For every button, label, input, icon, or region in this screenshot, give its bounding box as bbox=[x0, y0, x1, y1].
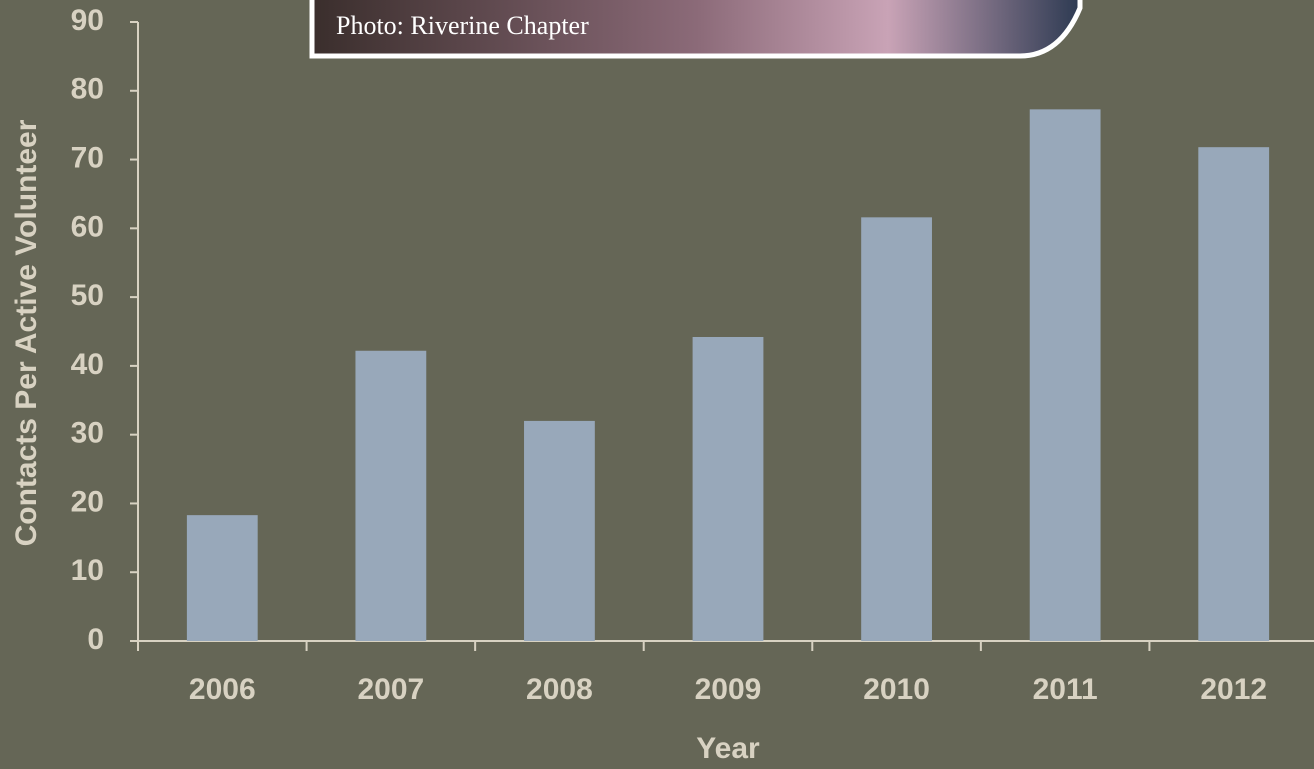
y-tick-label: 10 bbox=[71, 554, 104, 587]
bar bbox=[1029, 109, 1101, 641]
bar bbox=[692, 337, 764, 641]
photo-caption: Photo: Riverine Chapter bbox=[336, 11, 589, 40]
bar bbox=[186, 515, 258, 641]
y-tick-label: 70 bbox=[71, 141, 104, 174]
y-tick-label: 50 bbox=[71, 279, 104, 312]
y-axis-title: Contacts Per Active Volunteer bbox=[10, 119, 43, 546]
x-tick-label: 2009 bbox=[695, 673, 762, 706]
y-tick-label: 40 bbox=[71, 348, 104, 381]
bar bbox=[861, 217, 932, 641]
x-axis-title: Year bbox=[696, 732, 760, 765]
y-tick-label: 30 bbox=[71, 417, 104, 450]
bar bbox=[355, 350, 427, 641]
photo: Photo: Riverine Chapter bbox=[309, 0, 1083, 59]
y-tick-label: 0 bbox=[87, 623, 104, 656]
bar bbox=[1198, 147, 1270, 642]
y-tick-label: 60 bbox=[71, 210, 104, 243]
x-tick-label: 2006 bbox=[189, 673, 256, 706]
y-tick-label: 80 bbox=[71, 73, 104, 106]
y-tick-label: 90 bbox=[71, 4, 104, 37]
x-tick-label: 2008 bbox=[526, 673, 593, 706]
photo-frame bbox=[309, 0, 1083, 59]
y-tick-label: 20 bbox=[71, 485, 104, 518]
bar bbox=[524, 420, 595, 641]
x-tick-label: 2011 bbox=[1033, 673, 1098, 706]
x-tick-label: 2007 bbox=[357, 673, 424, 706]
x-tick-label: 2010 bbox=[863, 673, 930, 706]
x-tick-label: 2012 bbox=[1200, 673, 1267, 706]
